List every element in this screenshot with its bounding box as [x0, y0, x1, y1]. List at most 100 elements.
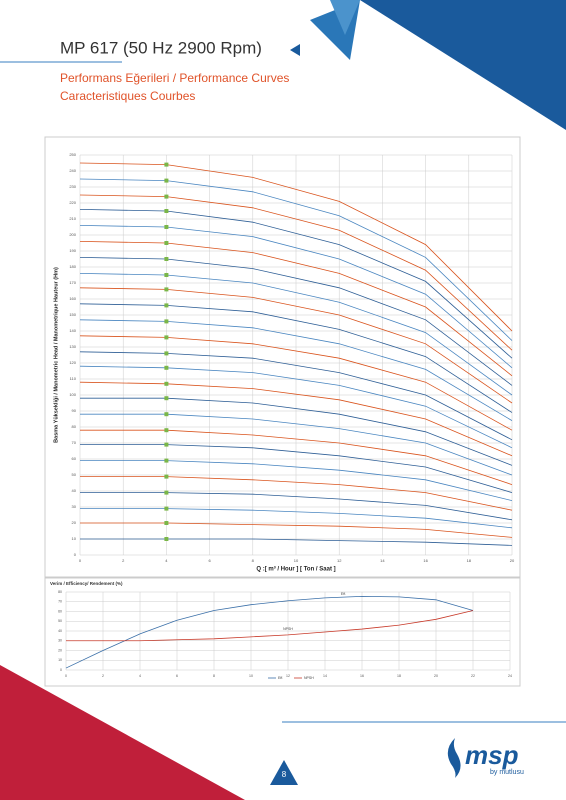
series-line — [79, 303, 513, 413]
corner-decoration — [0, 665, 245, 800]
series-line — [80, 538, 513, 546]
series-line — [79, 241, 513, 377]
x-tick-label: 16 — [423, 558, 428, 563]
y-tick-label: 30 — [58, 639, 62, 643]
x-tick-label: 18 — [397, 674, 401, 678]
legend-label: Eff. — [278, 676, 283, 680]
y-tick-label: 230 — [69, 184, 76, 189]
point-marker — [164, 365, 169, 370]
x-tick-label: 10 — [294, 558, 299, 563]
point-marker — [164, 257, 169, 261]
page-number: 8 — [282, 770, 287, 779]
x-tick-label: 2 — [102, 674, 104, 678]
y-tick-label: 120 — [69, 360, 76, 365]
x-tick-label: 4 — [139, 674, 141, 678]
x-tick-label: 6 — [208, 558, 211, 563]
x-tick-label: 20 — [434, 674, 438, 678]
x-tick-label: 0 — [65, 674, 67, 678]
point-marker — [164, 319, 169, 324]
y-axis-label: Basma Yüksekliği / Manometric Head / Man… — [53, 267, 59, 443]
y-tick-label: 210 — [69, 216, 76, 221]
series-line — [80, 476, 513, 511]
subtitle: Performans Eğerileri / Performance Curve… — [60, 71, 289, 85]
y-tick-label: 100 — [69, 392, 76, 397]
title-arrow — [290, 44, 300, 56]
point-marker — [164, 474, 169, 479]
series-line — [79, 162, 513, 332]
y-tick-label: 10 — [72, 536, 77, 541]
y-tick-label: 50 — [72, 472, 77, 477]
series-line — [80, 460, 513, 501]
logo-drop — [447, 738, 461, 778]
series-line — [79, 273, 513, 396]
x-tick-label: 4 — [165, 558, 168, 563]
y-tick-label: 60 — [58, 609, 62, 613]
point-marker — [164, 521, 169, 525]
y-tick-label: 170 — [69, 280, 76, 285]
point-marker — [164, 381, 169, 386]
point-marker — [164, 287, 169, 292]
y-tick-label: 190 — [69, 248, 76, 253]
y-tick-label: 240 — [69, 168, 76, 173]
corner-decoration — [360, 0, 566, 130]
point-marker — [164, 537, 169, 541]
point-marker — [164, 458, 169, 463]
series-line — [80, 413, 513, 476]
x-tick-label: 24 — [508, 674, 512, 678]
y-tick-label: 110 — [70, 376, 77, 381]
x-axis-label: Q :[ m³ / Hour ] [ Ton / Saat ] — [256, 566, 335, 573]
point-marker — [164, 178, 169, 183]
x-tick-label: 12 — [286, 674, 290, 678]
series-line — [79, 365, 513, 449]
annotation: NPSH — [283, 627, 293, 631]
y-tick-label: 80 — [72, 424, 77, 429]
logo: msp — [465, 740, 519, 770]
chart-frame — [44, 577, 521, 687]
y-tick-label: 70 — [72, 440, 77, 445]
y-tick-label: 50 — [58, 619, 62, 623]
series-line — [79, 194, 513, 351]
y-tick-label: 90 — [72, 408, 77, 413]
y-tick-label: 0 — [74, 552, 77, 557]
x-tick-label: 14 — [380, 558, 385, 563]
x-tick-label: 8 — [213, 674, 215, 678]
y-tick-label: 70 — [58, 600, 62, 604]
x-tick-label: 2 — [122, 558, 125, 563]
point-marker — [164, 506, 169, 511]
y-tick-label: 10 — [58, 658, 62, 662]
y-tick-label: 20 — [58, 648, 62, 652]
point-marker — [164, 351, 169, 356]
x-tick-label: 0 — [79, 558, 82, 563]
x-tick-label: 8 — [252, 558, 255, 563]
y-tick-label: 180 — [69, 264, 76, 269]
point-marker — [164, 490, 169, 495]
y-tick-label: 150 — [69, 312, 76, 317]
x-tick-label: 18 — [467, 558, 472, 563]
y-tick-label: 40 — [58, 629, 62, 633]
y-tick-label: 250 — [69, 152, 76, 157]
point-marker — [164, 412, 169, 417]
series-line — [80, 492, 513, 521]
point-marker — [164, 225, 169, 229]
point-marker — [164, 396, 169, 401]
y-tick-label: 160 — [69, 296, 76, 301]
x-tick-label: 14 — [323, 674, 327, 678]
series-line — [79, 319, 513, 421]
point-marker — [164, 194, 169, 199]
x-tick-label: 20 — [510, 558, 515, 563]
series-line — [79, 178, 513, 341]
y-tick-label: 140 — [69, 328, 76, 333]
series-line — [79, 287, 513, 404]
series-line — [79, 257, 513, 386]
series-line — [79, 381, 513, 457]
point-marker — [164, 303, 169, 308]
logo-tagline: by mutlusu — [490, 769, 524, 776]
x-tick-label: 22 — [471, 674, 475, 678]
subtitle: Caracteristiques Courbes — [60, 89, 195, 103]
y-tick-label: 60 — [72, 456, 77, 461]
y-tick-label: 0 — [60, 668, 62, 672]
series-line — [79, 351, 513, 441]
series-line — [79, 225, 513, 369]
point-marker — [164, 241, 169, 245]
point-marker — [164, 209, 169, 213]
